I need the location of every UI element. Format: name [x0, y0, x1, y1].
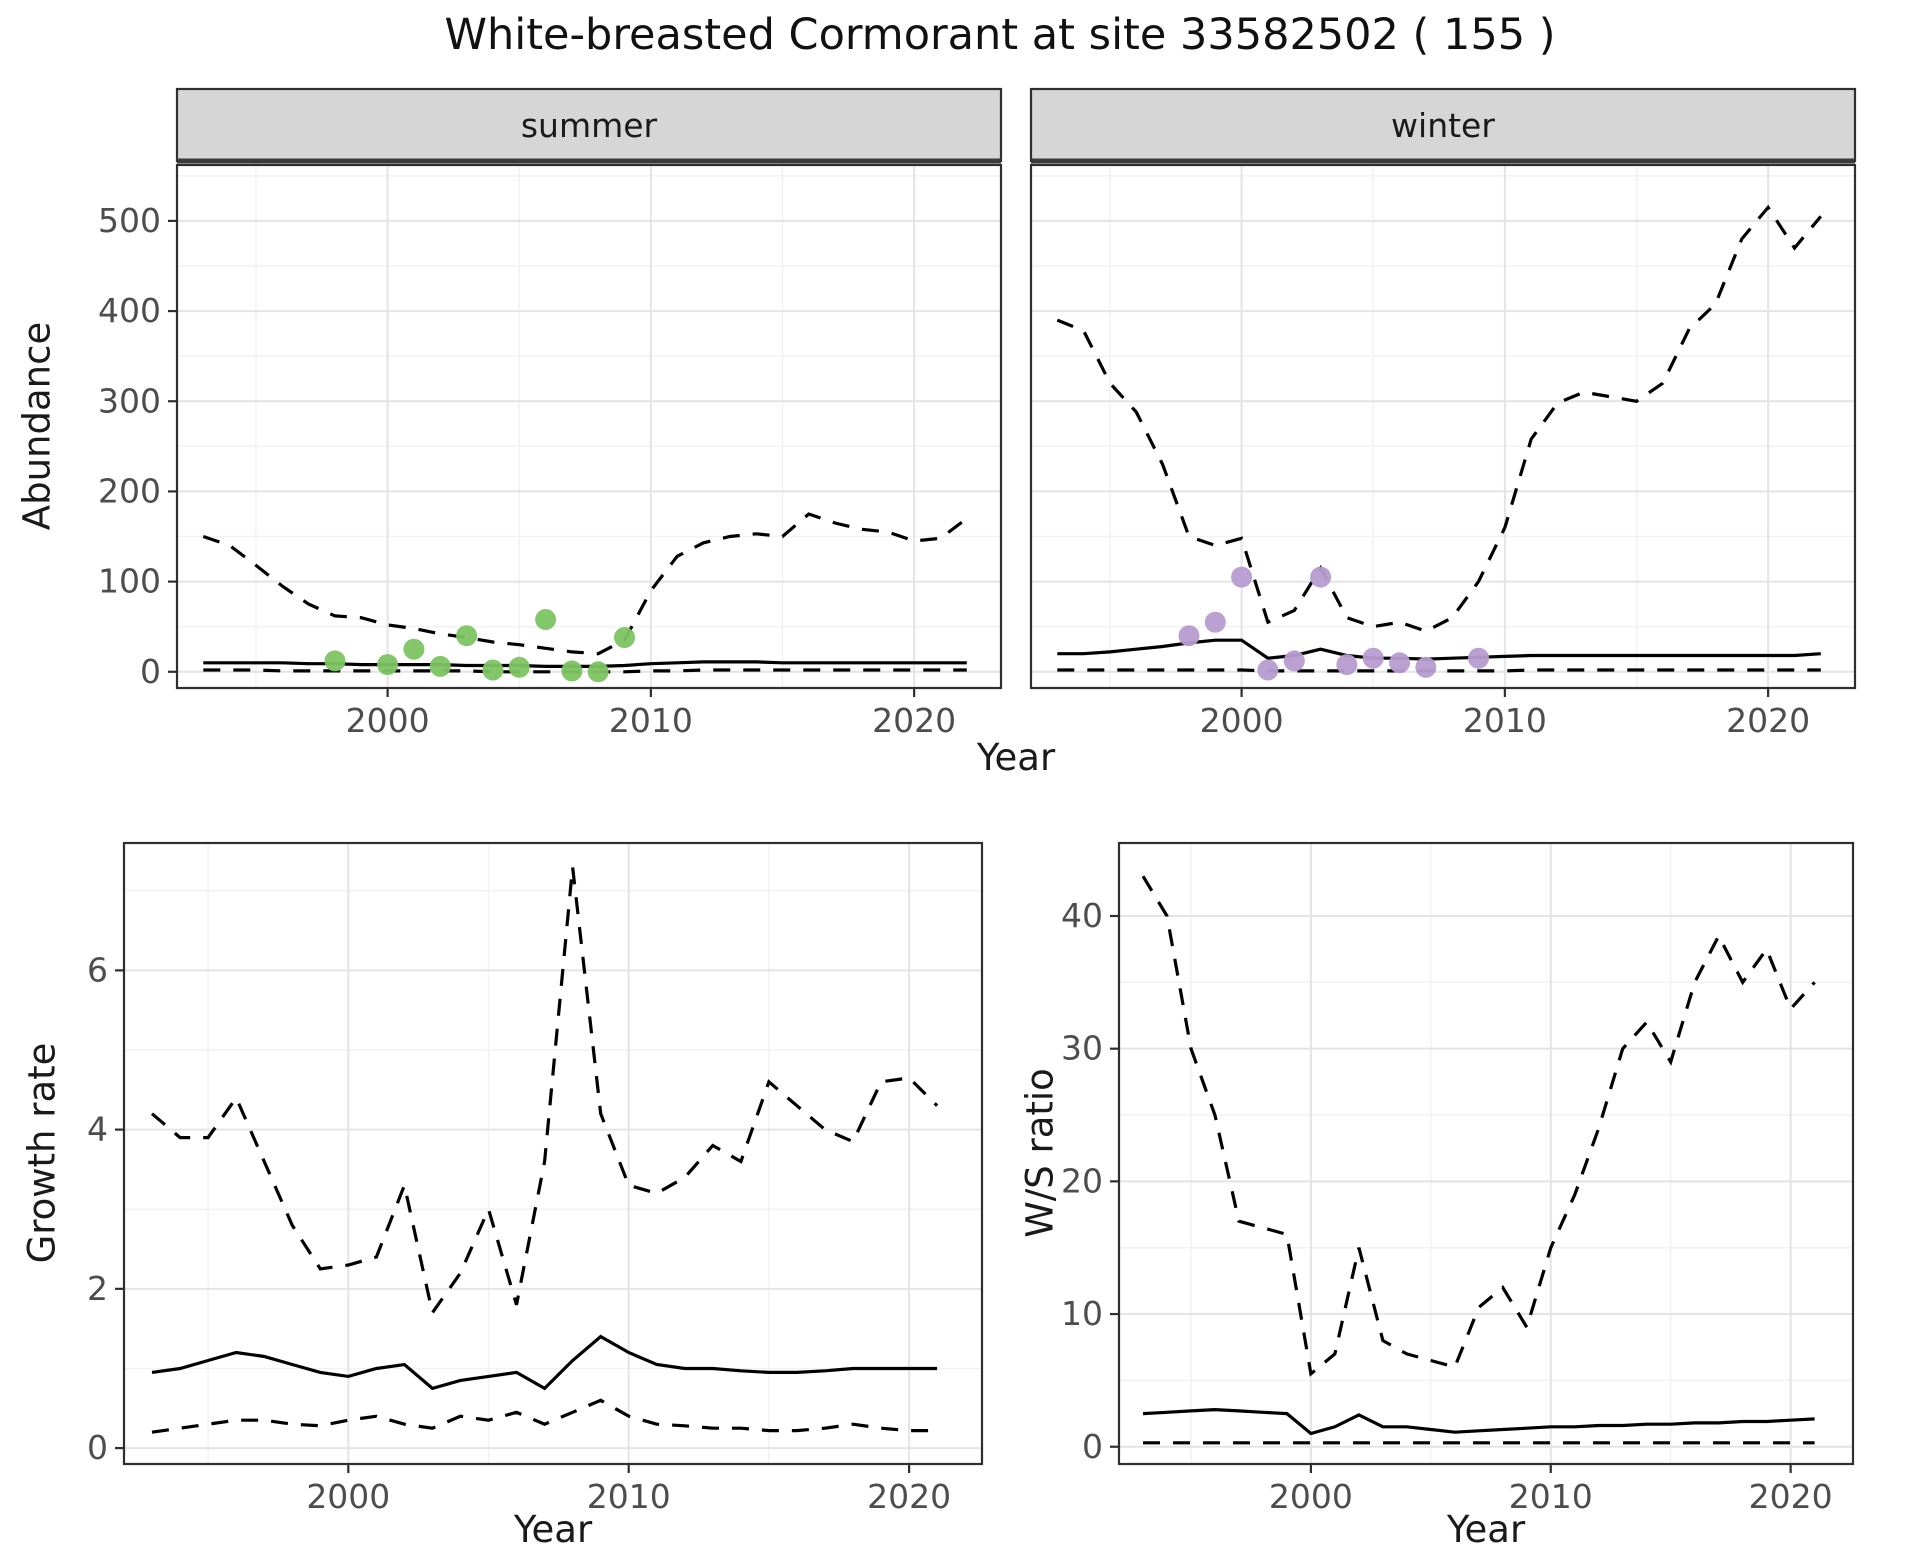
winter-panel-border: [1029, 163, 1857, 690]
winter-observation-point: [1362, 647, 1384, 669]
growth-rate-median-line: [151, 1334, 938, 1391]
summer-observation-point: [482, 659, 504, 681]
summer-panel-border: [175, 163, 1003, 690]
growth-rate-axis-label: Growth rate: [20, 1042, 64, 1264]
y-tick-label: 40: [1061, 896, 1103, 935]
winter-facet-label: winter: [1391, 106, 1495, 145]
x-tick-label: 2000: [306, 1477, 390, 1516]
winter-panel-background: [1031, 165, 1855, 688]
ws-ratio-median-line: [1142, 1407, 1815, 1436]
growth-rate-panel-background: [124, 843, 982, 1464]
winter-lower-ci-line: [1057, 668, 1821, 673]
y-tick-label: 10: [1061, 1294, 1103, 1333]
x-tick-label: 2010: [587, 1477, 671, 1516]
winter-panel: 2000 2010 2020 winter: [1029, 87, 1857, 740]
winter-facet-strip: [1029, 87, 1857, 163]
growth-rate-upper-ci-line: [150, 866, 939, 1317]
ws-year-axis-label: Year: [1446, 1508, 1526, 1551]
summer-panel: 2000 2010 2020 0 100 200 300 400 500 summer: [98, 87, 1003, 740]
winter-observation-point: [1178, 625, 1200, 647]
winter-observation-point: [1204, 611, 1226, 633]
growth-rate-lower-ci-line: [151, 1398, 938, 1434]
summer-observation-point: [377, 654, 399, 676]
winter-observation-point: [1257, 659, 1279, 681]
ws-ratio-axis-label: W/S ratio: [1018, 1068, 1062, 1238]
growth-rate-panel: 2000 2010 2020 0 2 4 6: [87, 841, 984, 1516]
x-tick-label: 2020: [867, 1477, 951, 1516]
y-tick-label: 100: [98, 562, 161, 601]
winter-observation-point: [1231, 566, 1253, 588]
summer-upper-ci-line: [202, 512, 968, 656]
y-tick-label: 500: [98, 201, 161, 240]
y-tick-label: 0: [1082, 1427, 1103, 1466]
winter-observation-point: [1336, 654, 1358, 676]
summer-facet-label: summer: [521, 106, 658, 145]
y-tick-label: 400: [98, 291, 161, 330]
y-tick-label: 0: [87, 1428, 108, 1467]
winter-observation-point: [1468, 647, 1489, 669]
ws-ratio-upper-ci-line: [1141, 875, 1816, 1377]
winter-observation-point: [1283, 650, 1305, 672]
y-tick-label: 300: [98, 381, 161, 420]
x-tick-label: 2010: [1509, 1477, 1593, 1516]
top-year-axis-label: Year: [976, 736, 1056, 779]
y-tick-label: 6: [87, 950, 108, 989]
y-tick-label: 0: [140, 652, 161, 691]
winter-upper-ci-line: [1056, 204, 1823, 633]
winter-observation-point: [1310, 566, 1332, 588]
summer-observation-point: [429, 655, 451, 677]
y-tick-label: 2: [87, 1269, 108, 1308]
x-tick-label: 2020: [1749, 1477, 1833, 1516]
summer-panel-background: [177, 165, 1001, 688]
x-tick-label: 2010: [609, 701, 693, 740]
x-tick-label: 2020: [1726, 701, 1810, 740]
summer-observation-point: [587, 661, 609, 683]
y-tick-label: 200: [98, 471, 161, 510]
ws-ratio-panel-border: [1117, 841, 1855, 1466]
y-tick-label: 30: [1061, 1029, 1103, 1068]
summer-observation-point: [561, 660, 583, 682]
summer-observation-point: [614, 627, 635, 648]
growth-year-axis-label: Year: [513, 1508, 593, 1551]
y-tick-label: 4: [87, 1110, 108, 1149]
summer-observation-point: [508, 656, 530, 678]
x-tick-label: 2000: [1269, 1477, 1353, 1516]
abundance-axis-label: Abundance: [15, 321, 59, 531]
summer-lower-ci-line: [203, 668, 967, 674]
winter-observation-point: [1389, 652, 1411, 674]
page-title: White-breasted Cormorant at site 3358250…: [444, 10, 1556, 60]
summer-observation-point: [456, 625, 478, 647]
ws-ratio-panel-background: [1119, 843, 1853, 1464]
x-tick-label: 2000: [346, 701, 430, 740]
growth-rate-panel-border: [122, 841, 984, 1466]
summer-observation-point: [324, 650, 346, 672]
summer-observation-point: [535, 609, 557, 630]
x-tick-label: 2020: [872, 701, 956, 740]
x-tick-label: 2010: [1463, 701, 1547, 740]
winter-observation-point: [1415, 656, 1437, 678]
ws-ratio-panel: 2000 2010 2020 0 10 20 30 40: [1061, 841, 1855, 1516]
x-tick-label: 2000: [1200, 701, 1284, 740]
y-tick-label: 20: [1061, 1161, 1103, 1200]
summer-observation-point: [403, 638, 425, 660]
